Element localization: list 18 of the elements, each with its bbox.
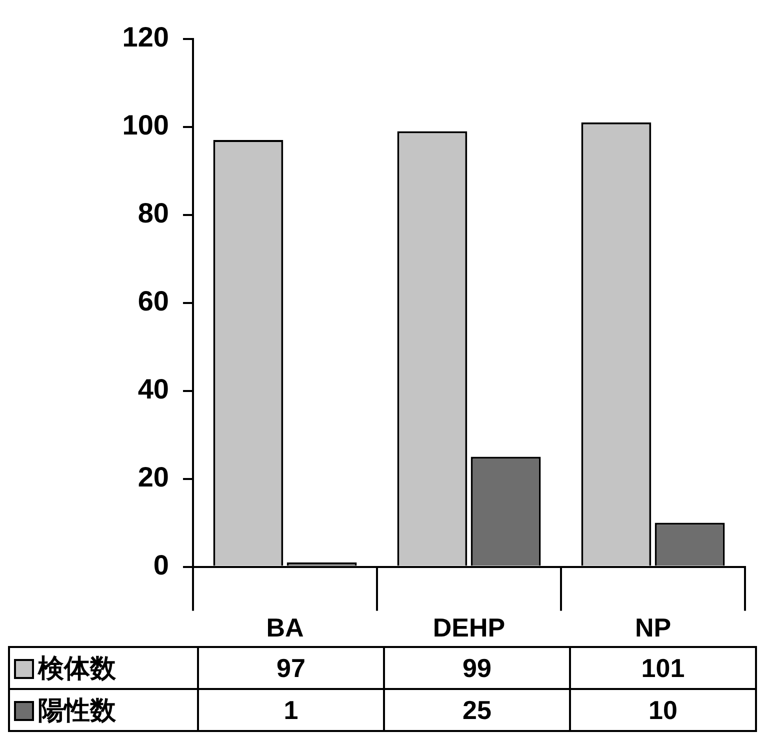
y-tick-label: 40	[138, 374, 169, 405]
legend-label: 陽性数	[38, 694, 116, 724]
data-label: 10	[570, 689, 756, 731]
data-label: 1	[198, 689, 384, 731]
x-tick-label: NP	[634, 612, 672, 643]
y-tick-label: 60	[138, 286, 169, 317]
data-label: 99	[384, 647, 570, 689]
data-label: 97	[198, 647, 384, 689]
x-tick-label: BA	[266, 612, 304, 643]
legend-label: 検体数	[38, 652, 116, 682]
data-label: 25	[384, 689, 570, 731]
y-tick-label: 80	[138, 198, 169, 229]
x-tick-label: DEHP	[432, 612, 506, 643]
y-tick-label: 0	[153, 550, 169, 581]
y-tick-label: 20	[138, 462, 169, 493]
data-label: 101	[570, 647, 756, 689]
y-tick-label: 100	[122, 110, 169, 141]
y-tick-label: 120	[122, 22, 169, 53]
